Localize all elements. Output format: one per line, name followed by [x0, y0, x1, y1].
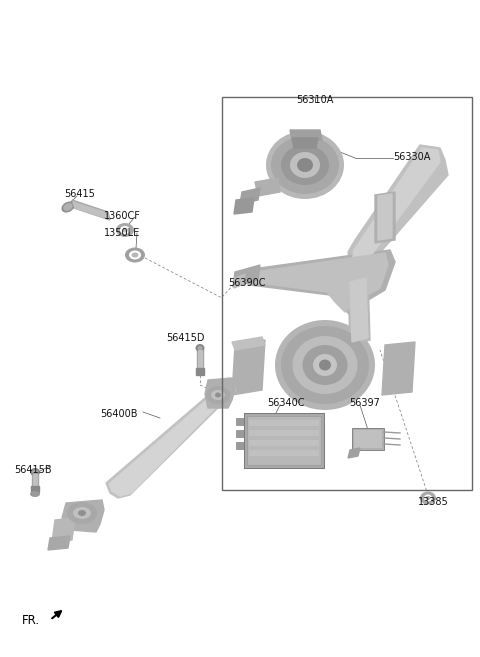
Ellipse shape: [116, 223, 134, 237]
Text: 56415B: 56415B: [14, 465, 52, 475]
Bar: [249, 420, 319, 426]
Polygon shape: [242, 253, 388, 312]
Ellipse shape: [292, 336, 358, 394]
Polygon shape: [62, 500, 104, 532]
Polygon shape: [378, 194, 392, 240]
Polygon shape: [255, 178, 280, 196]
Polygon shape: [106, 378, 236, 498]
Ellipse shape: [120, 226, 130, 234]
Ellipse shape: [275, 320, 375, 410]
Ellipse shape: [78, 510, 86, 516]
Ellipse shape: [302, 345, 348, 385]
Text: 1350LE: 1350LE: [104, 228, 140, 238]
Polygon shape: [205, 378, 235, 408]
Text: 56415: 56415: [64, 189, 95, 199]
Ellipse shape: [211, 390, 225, 400]
Ellipse shape: [63, 203, 72, 211]
Ellipse shape: [129, 250, 141, 260]
Ellipse shape: [122, 227, 128, 233]
Ellipse shape: [206, 386, 230, 404]
Polygon shape: [52, 518, 75, 542]
Polygon shape: [73, 202, 109, 219]
Ellipse shape: [425, 496, 431, 500]
Ellipse shape: [215, 392, 221, 397]
Bar: [222, 97, 472, 490]
Bar: [249, 430, 319, 436]
Bar: [236, 430, 244, 437]
Text: 56415D: 56415D: [166, 333, 204, 343]
Bar: [247, 416, 321, 465]
Ellipse shape: [67, 502, 97, 524]
Ellipse shape: [125, 248, 145, 263]
Text: 56390C: 56390C: [228, 278, 265, 288]
Polygon shape: [350, 278, 368, 342]
Text: 56330A: 56330A: [393, 152, 431, 162]
Polygon shape: [234, 198, 254, 214]
Polygon shape: [31, 486, 39, 492]
Polygon shape: [196, 368, 204, 375]
Ellipse shape: [132, 252, 139, 258]
Text: 1360CF: 1360CF: [104, 211, 141, 221]
Ellipse shape: [197, 346, 203, 350]
Ellipse shape: [319, 359, 331, 371]
Polygon shape: [348, 448, 360, 458]
Ellipse shape: [297, 158, 313, 172]
Ellipse shape: [420, 491, 436, 505]
Polygon shape: [72, 200, 110, 220]
Polygon shape: [352, 148, 440, 268]
Ellipse shape: [271, 136, 339, 194]
Text: 13385: 13385: [418, 497, 449, 507]
Ellipse shape: [313, 354, 337, 376]
Bar: [236, 442, 244, 449]
Polygon shape: [232, 337, 265, 350]
Polygon shape: [375, 192, 395, 243]
Polygon shape: [233, 265, 260, 287]
Ellipse shape: [290, 152, 320, 178]
Ellipse shape: [281, 326, 369, 404]
Polygon shape: [234, 274, 245, 288]
Polygon shape: [348, 276, 370, 344]
Text: 56340C: 56340C: [267, 398, 304, 408]
Polygon shape: [198, 350, 202, 368]
Polygon shape: [238, 250, 395, 315]
Ellipse shape: [73, 507, 91, 519]
Text: 56397: 56397: [349, 398, 380, 408]
Bar: [244, 413, 324, 468]
Polygon shape: [348, 145, 448, 270]
Polygon shape: [109, 380, 234, 496]
Polygon shape: [48, 536, 70, 550]
Text: 56310A: 56310A: [296, 95, 334, 105]
Ellipse shape: [281, 145, 329, 185]
Polygon shape: [382, 342, 415, 395]
Bar: [352, 428, 384, 450]
Text: FR.: FR.: [22, 614, 40, 627]
Ellipse shape: [266, 131, 344, 199]
Bar: [249, 450, 319, 456]
Polygon shape: [290, 130, 322, 140]
Polygon shape: [240, 188, 260, 204]
Bar: [354, 430, 382, 448]
Polygon shape: [33, 474, 37, 486]
Ellipse shape: [30, 491, 40, 497]
Polygon shape: [292, 138, 318, 148]
Ellipse shape: [424, 495, 432, 501]
Ellipse shape: [195, 344, 204, 352]
Ellipse shape: [32, 470, 38, 474]
Polygon shape: [232, 340, 265, 395]
Polygon shape: [32, 473, 38, 488]
Polygon shape: [197, 349, 203, 370]
Text: 56400B: 56400B: [100, 409, 137, 419]
Ellipse shape: [61, 202, 74, 213]
Bar: [236, 418, 244, 425]
Ellipse shape: [30, 468, 40, 476]
Bar: [249, 440, 319, 446]
